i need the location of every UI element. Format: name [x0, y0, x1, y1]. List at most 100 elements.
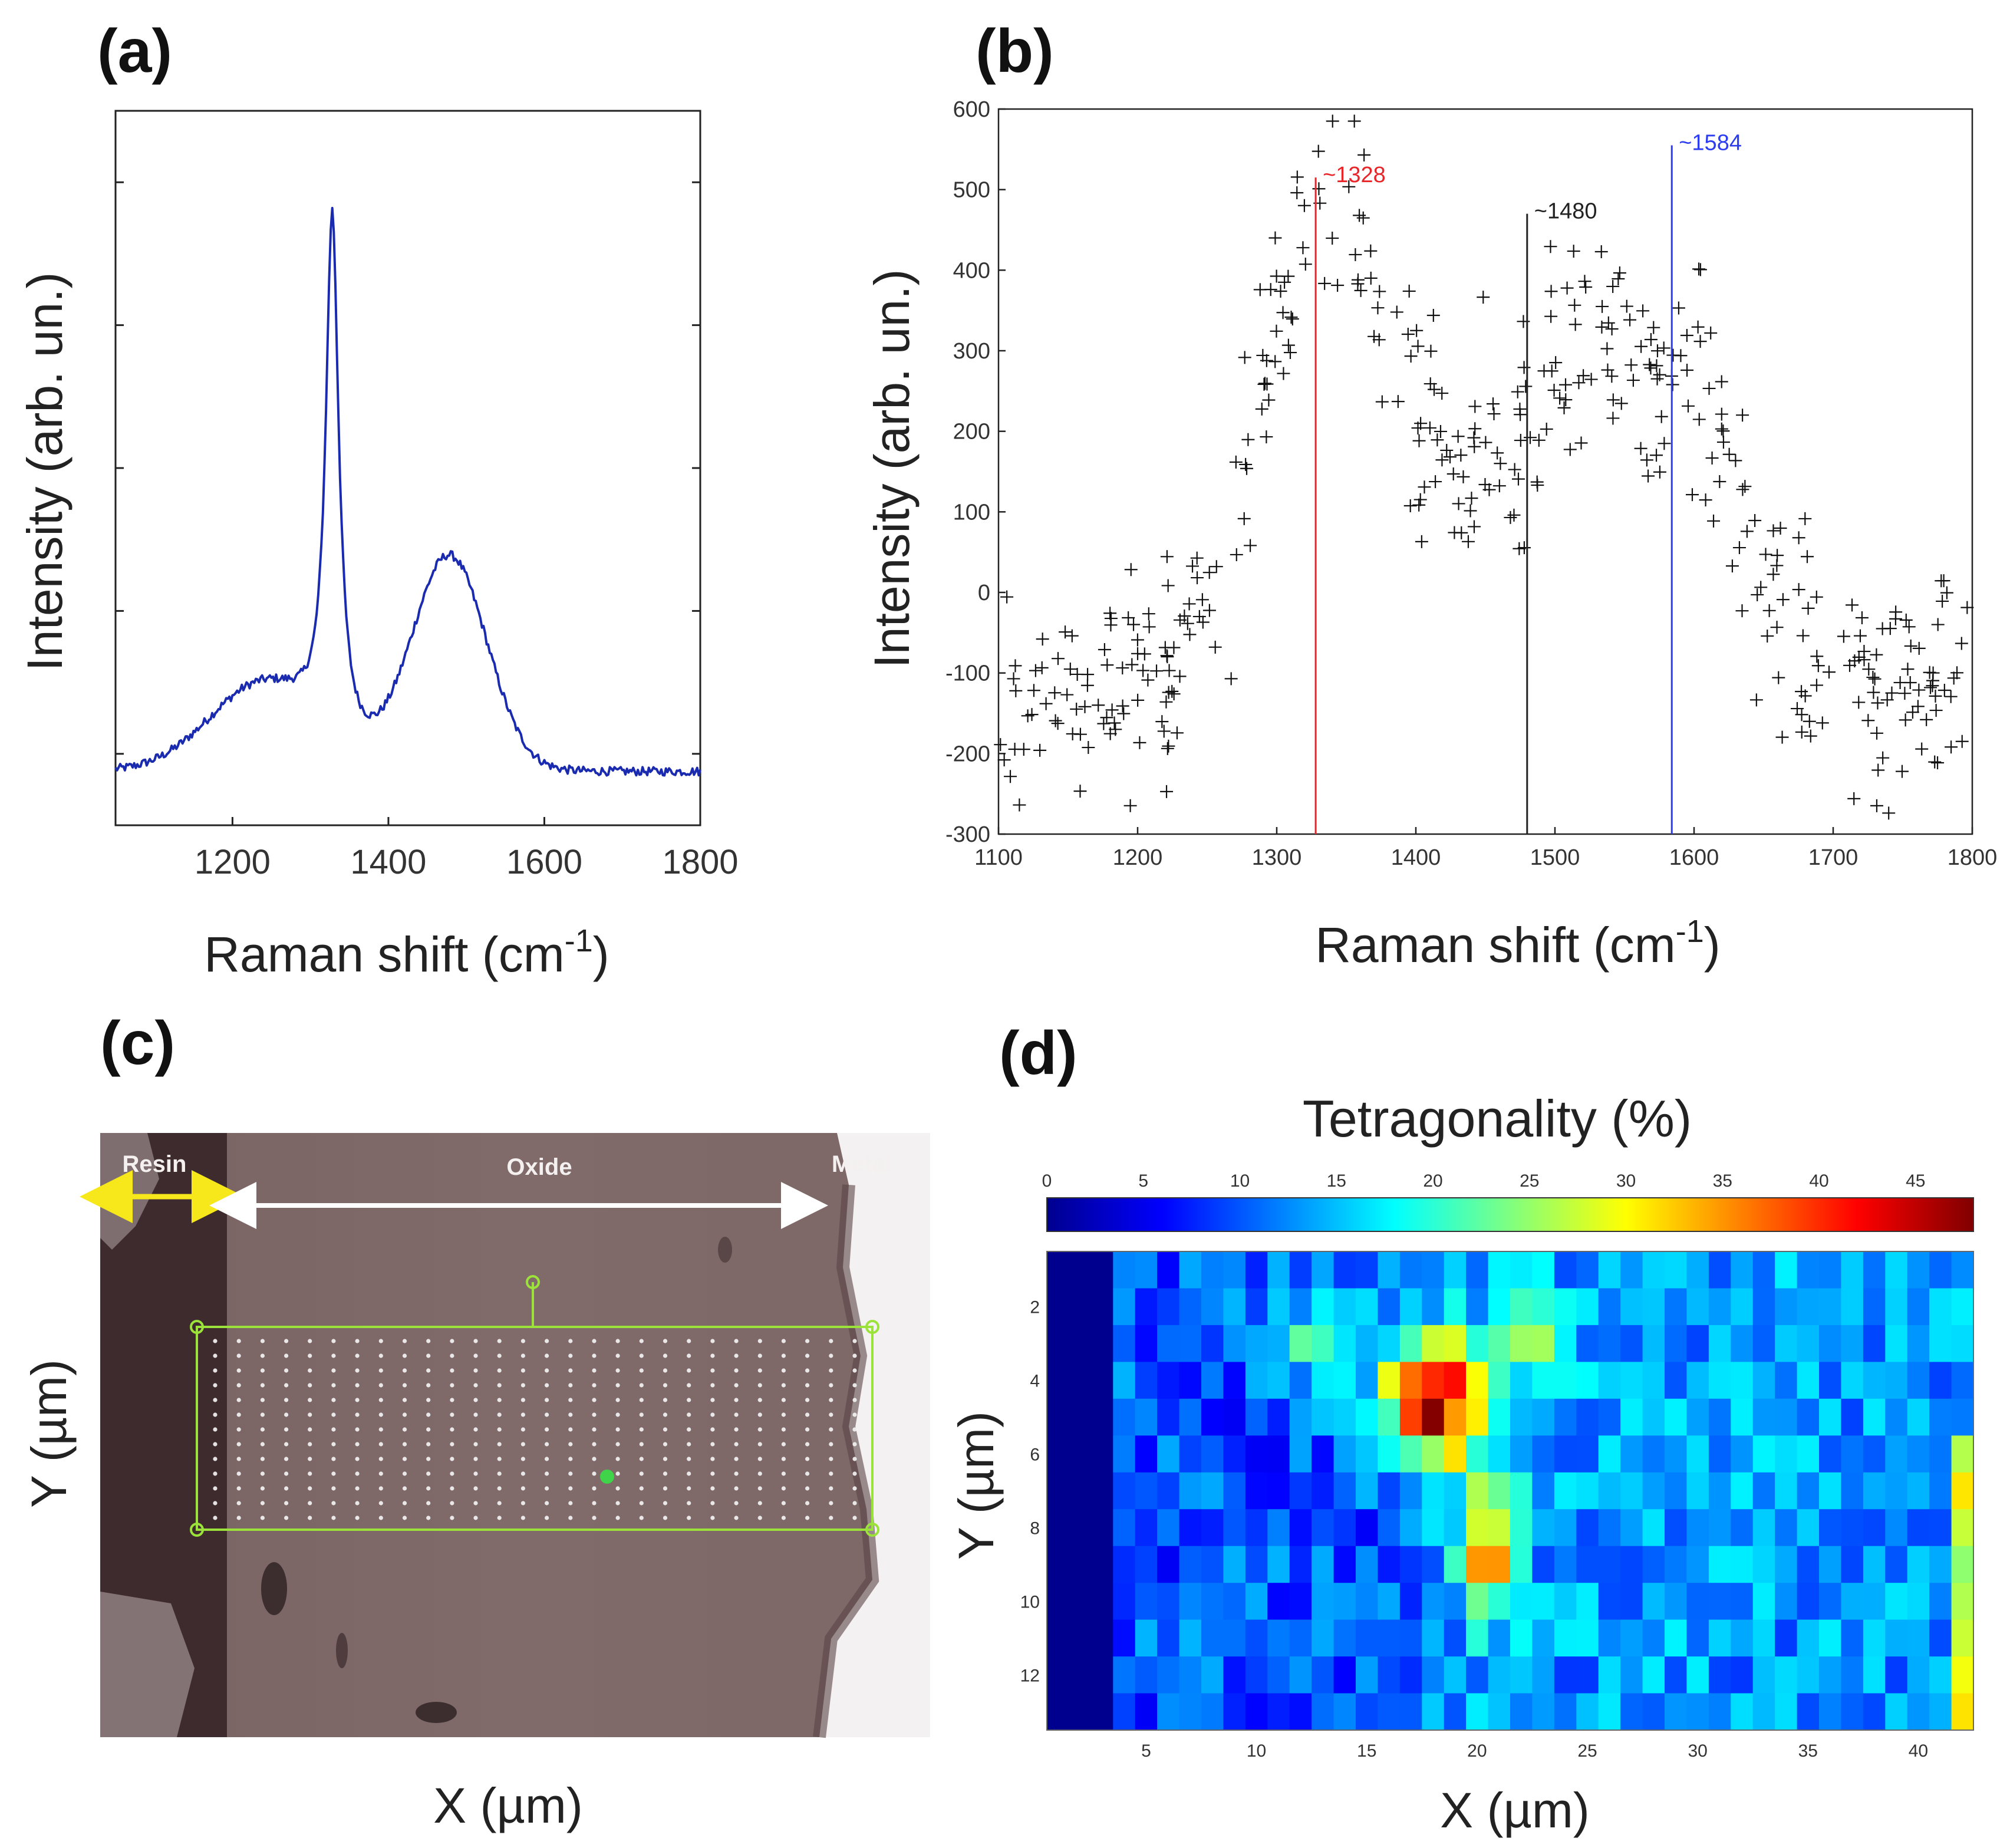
- heatmap-cell: [1752, 1583, 1775, 1620]
- heatmap-cell: [1642, 1288, 1665, 1326]
- heatmap-cell: [1510, 1398, 1533, 1436]
- data-point: [1811, 659, 1825, 673]
- heatmap-cell: [1929, 1619, 1952, 1657]
- heatmap-cell: [1797, 1509, 1820, 1547]
- grid-point: [852, 1427, 857, 1432]
- grid-point: [331, 1427, 336, 1432]
- heatmap-cell: [1841, 1435, 1864, 1473]
- x-tick-label-d: 10: [1247, 1741, 1266, 1761]
- heatmap-cell: [1113, 1509, 1136, 1547]
- data-point: [1626, 374, 1640, 387]
- heatmap-cell: [1422, 1362, 1445, 1399]
- heatmap-cell: [1752, 1656, 1775, 1694]
- grid-point: [592, 1353, 597, 1358]
- grid-point: [592, 1457, 597, 1461]
- data-point: [1260, 430, 1273, 444]
- heatmap-cell: [1797, 1288, 1820, 1326]
- grid-point: [260, 1457, 265, 1461]
- grid-point: [355, 1471, 360, 1476]
- grid-point: [236, 1486, 241, 1491]
- heatmap-cell: [1841, 1362, 1864, 1399]
- data-point: [1707, 514, 1721, 528]
- heatmap-cell: [1223, 1509, 1246, 1547]
- data-point: [1544, 285, 1558, 298]
- grid-point: [805, 1471, 810, 1476]
- data-point: [1100, 658, 1114, 672]
- grid-point: [450, 1501, 454, 1506]
- grid-point: [615, 1471, 620, 1476]
- pore: [416, 1702, 457, 1723]
- grid-point: [545, 1442, 549, 1447]
- data-point: [1290, 186, 1304, 200]
- data-point: [1606, 393, 1620, 407]
- grid-point: [473, 1353, 478, 1358]
- data-point: [1467, 520, 1481, 533]
- data-point: [1117, 707, 1131, 720]
- grid-point: [236, 1368, 241, 1373]
- heatmap-cell: [1333, 1362, 1356, 1399]
- heatmap-cell: [1532, 1251, 1555, 1289]
- data-point: [1920, 713, 1933, 726]
- heatmap-cell: [1466, 1583, 1489, 1620]
- zone-label-resin: Resin: [123, 1151, 187, 1177]
- data-point: [1514, 434, 1527, 447]
- grid-point: [710, 1368, 715, 1373]
- heatmap-cell: [1333, 1472, 1356, 1510]
- grid-point: [284, 1383, 289, 1388]
- data-point: [1281, 269, 1295, 283]
- data-point: [1004, 770, 1017, 783]
- heatmap-cell: [1510, 1472, 1533, 1510]
- grid-point: [497, 1368, 502, 1373]
- grid-point: [520, 1353, 526, 1358]
- data-point: [1434, 424, 1447, 438]
- y-tick-label-b: 100: [953, 500, 990, 525]
- data-point: [1229, 455, 1243, 469]
- data-point: [1796, 629, 1810, 643]
- heatmap-cell: [1841, 1288, 1864, 1326]
- heatmap-cell: [1819, 1619, 1841, 1657]
- grid-point: [473, 1471, 478, 1476]
- data-point: [1866, 671, 1880, 684]
- heatmap-cell: [1797, 1546, 1820, 1583]
- data-point: [1290, 170, 1304, 184]
- data-point: [1776, 593, 1790, 607]
- grid-point: [426, 1516, 431, 1520]
- grid-point: [260, 1442, 265, 1447]
- heatmap-cell: [1929, 1583, 1952, 1620]
- heatmap-cell: [1797, 1693, 1820, 1731]
- data-point: [1647, 321, 1660, 334]
- grid-point: [213, 1398, 218, 1402]
- heatmap-cell: [1356, 1362, 1378, 1399]
- data-point: [1524, 431, 1537, 444]
- heatmap-cell: [1333, 1693, 1356, 1731]
- data-point: [1674, 349, 1688, 363]
- heatmap-cell: [1731, 1656, 1754, 1694]
- heatmap-cell: [1179, 1583, 1202, 1620]
- grid-point: [781, 1412, 786, 1417]
- heatmap-cell: [1444, 1362, 1467, 1399]
- data-point: [1448, 526, 1461, 539]
- data-point: [1237, 512, 1251, 525]
- grid-point: [757, 1353, 762, 1358]
- heatmap-cell: [1642, 1509, 1665, 1547]
- grid-point: [639, 1427, 644, 1432]
- data-point: [1625, 358, 1638, 372]
- heatmap-cell: [1885, 1251, 1908, 1289]
- grid-point: [734, 1398, 739, 1402]
- oxide-region: [100, 1133, 930, 1737]
- data-point: [1268, 355, 1282, 368]
- grid-point: [402, 1339, 407, 1343]
- heatmap-cell: [1488, 1472, 1511, 1510]
- data-point: [1210, 560, 1223, 574]
- grid-point: [829, 1442, 833, 1447]
- grid-point: [355, 1442, 360, 1447]
- grid-point: [520, 1412, 526, 1417]
- y-tick-label-d: 6: [1030, 1445, 1040, 1465]
- heatmap-cell: [1289, 1693, 1312, 1731]
- x-tick-label-a: 1200: [195, 843, 271, 881]
- heatmap-cell: [1201, 1546, 1224, 1583]
- grid-point: [639, 1442, 644, 1447]
- grid-point: [426, 1457, 431, 1461]
- data-point: [1182, 597, 1196, 611]
- grid-point: [568, 1486, 573, 1491]
